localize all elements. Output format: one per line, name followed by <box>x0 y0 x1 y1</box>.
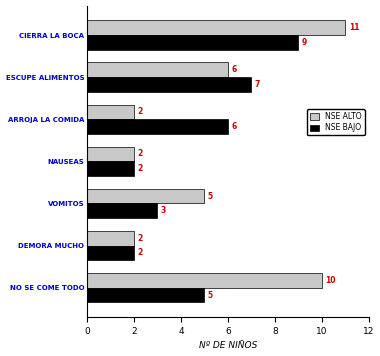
Bar <box>87 77 251 92</box>
Text: 2: 2 <box>138 150 143 158</box>
Bar <box>87 189 204 204</box>
Text: 6: 6 <box>231 122 237 131</box>
Bar <box>87 288 204 303</box>
Bar <box>87 62 228 77</box>
Bar <box>87 20 345 35</box>
Text: 2: 2 <box>138 108 143 116</box>
Text: 5: 5 <box>208 192 213 200</box>
Text: 10: 10 <box>325 276 336 285</box>
Bar <box>87 204 157 218</box>
Bar <box>87 105 134 119</box>
Text: 7: 7 <box>255 80 260 89</box>
Text: 3: 3 <box>161 206 166 215</box>
Bar <box>87 147 134 161</box>
X-axis label: Nº DE NIÑOS: Nº DE NIÑOS <box>199 341 257 350</box>
Text: 11: 11 <box>349 23 359 32</box>
Bar <box>87 35 298 50</box>
Text: 2: 2 <box>138 164 143 173</box>
Bar <box>87 119 228 134</box>
Legend: NSE ALTO, NSE BAJO: NSE ALTO, NSE BAJO <box>307 109 365 136</box>
Bar <box>87 231 134 246</box>
Text: 9: 9 <box>302 38 307 47</box>
Text: 6: 6 <box>231 65 237 74</box>
Bar <box>87 161 134 176</box>
Bar <box>87 246 134 260</box>
Bar <box>87 273 322 288</box>
Text: 5: 5 <box>208 290 213 299</box>
Text: 2: 2 <box>138 248 143 257</box>
Text: 2: 2 <box>138 234 143 243</box>
